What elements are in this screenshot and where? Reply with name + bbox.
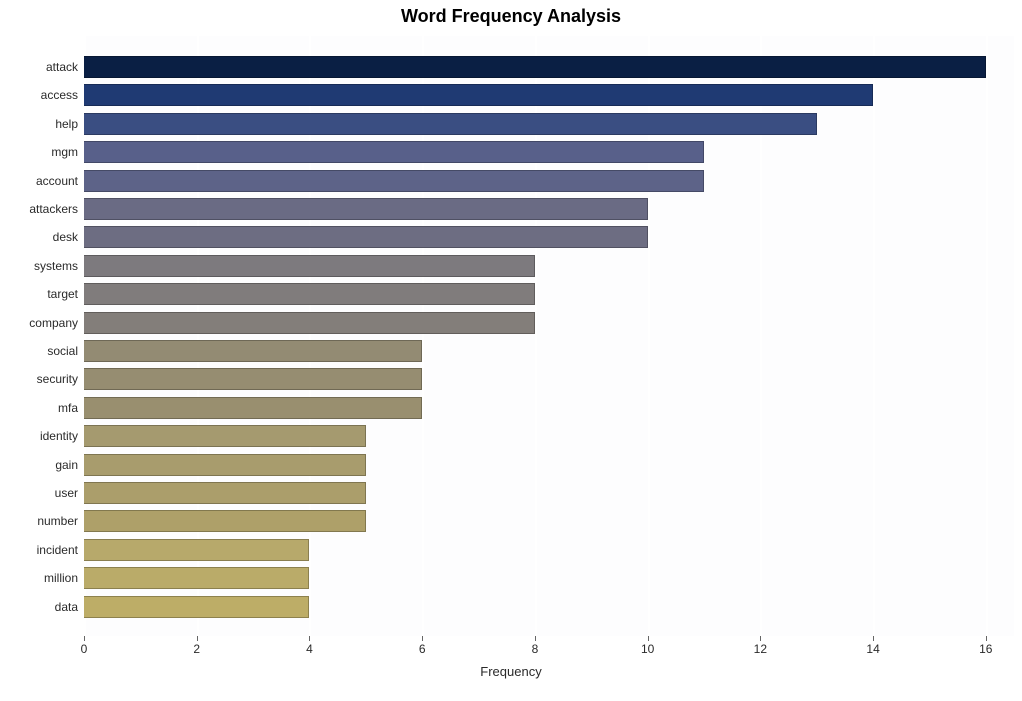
- bar: [84, 397, 422, 419]
- gridline: [986, 36, 988, 636]
- chart-title: Word Frequency Analysis: [0, 6, 1022, 27]
- y-tick-label: number: [0, 515, 78, 527]
- bar: [84, 425, 366, 447]
- bar: [84, 84, 873, 106]
- x-tick-label: 2: [193, 642, 200, 656]
- x-tick-label: 8: [532, 642, 539, 656]
- bar: [84, 482, 366, 504]
- x-tick-label: 0: [81, 642, 88, 656]
- x-tick-label: 12: [754, 642, 767, 656]
- y-tick-label: social: [0, 345, 78, 357]
- x-tick-label: 14: [866, 642, 879, 656]
- bar: [84, 226, 648, 248]
- y-tick-label: mfa: [0, 402, 78, 414]
- x-tick: [873, 636, 874, 641]
- bar: [84, 596, 309, 618]
- gridline: [873, 36, 875, 636]
- x-tick-label: 6: [419, 642, 426, 656]
- bar: [84, 255, 535, 277]
- x-tick: [197, 636, 198, 641]
- bar: [84, 170, 704, 192]
- word-frequency-chart: Word Frequency Analysis Frequency attack…: [0, 0, 1022, 701]
- y-tick-label: incident: [0, 544, 78, 556]
- x-tick-label: 10: [641, 642, 654, 656]
- x-tick: [422, 636, 423, 641]
- bar: [84, 141, 704, 163]
- y-tick-label: data: [0, 601, 78, 613]
- bar: [84, 340, 422, 362]
- bar: [84, 198, 648, 220]
- x-tick: [760, 636, 761, 641]
- x-tick-label: 16: [979, 642, 992, 656]
- bar: [84, 113, 817, 135]
- bar: [84, 312, 535, 334]
- y-tick-label: gain: [0, 459, 78, 471]
- x-tick-label: 4: [306, 642, 313, 656]
- bar: [84, 283, 535, 305]
- x-tick: [84, 636, 85, 641]
- y-tick-label: desk: [0, 231, 78, 243]
- y-tick-label: company: [0, 317, 78, 329]
- bar: [84, 510, 366, 532]
- x-tick: [309, 636, 310, 641]
- x-tick: [986, 636, 987, 641]
- x-tick: [535, 636, 536, 641]
- y-tick-label: attack: [0, 61, 78, 73]
- y-tick-label: identity: [0, 430, 78, 442]
- bar: [84, 368, 422, 390]
- x-axis-label: Frequency: [0, 664, 1022, 679]
- bar: [84, 567, 309, 589]
- y-tick-label: target: [0, 288, 78, 300]
- x-tick: [648, 636, 649, 641]
- y-tick-label: mgm: [0, 146, 78, 158]
- y-tick-label: user: [0, 487, 78, 499]
- y-tick-label: attackers: [0, 203, 78, 215]
- y-tick-label: systems: [0, 260, 78, 272]
- plot-area: [84, 36, 1014, 636]
- y-tick-label: access: [0, 89, 78, 101]
- y-tick-label: help: [0, 118, 78, 130]
- y-tick-label: security: [0, 373, 78, 385]
- y-tick-label: million: [0, 572, 78, 584]
- bar: [84, 454, 366, 476]
- bar: [84, 539, 309, 561]
- bar: [84, 56, 986, 78]
- y-tick-label: account: [0, 175, 78, 187]
